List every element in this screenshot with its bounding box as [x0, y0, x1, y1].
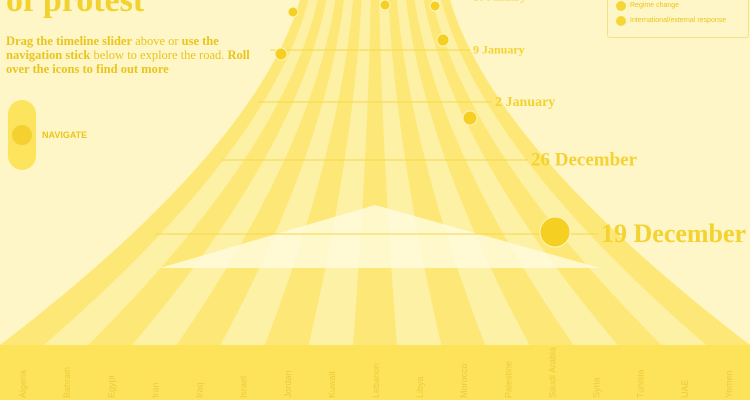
navigation-knob[interactable] — [12, 125, 32, 145]
navigate-label: NAVIGATE — [42, 130, 88, 140]
road-lane — [220, 0, 353, 345]
legend-item: Regime change — [608, 0, 748, 12]
legend-item: International/external response — [608, 15, 748, 27]
instruction-bold: use the navigation stick — [6, 34, 219, 62]
country-label[interactable]: Saudi Arabia — [547, 347, 557, 398]
event-icon[interactable] — [539, 216, 571, 248]
highlight-area — [160, 205, 600, 268]
country-label[interactable]: Iraq — [195, 382, 205, 398]
date-label: 26 December — [531, 150, 638, 171]
country-label[interactable]: Morocco — [459, 363, 469, 398]
date-label: 19 December — [601, 219, 746, 248]
event-icon[interactable] — [429, 0, 441, 12]
country-label[interactable]: Algeria — [18, 370, 28, 398]
country-label[interactable]: Lebanon — [371, 363, 381, 398]
instructions: Drag the timeline slider above or use th… — [6, 34, 256, 76]
date-label: 2 January — [495, 95, 555, 110]
instruction-text: above or — [135, 34, 179, 48]
instruction-bold: Roll over the icons to find out more — [6, 48, 250, 76]
instruction-bold: Drag the timeline slider — [6, 34, 133, 48]
country-label[interactable]: Jordan — [283, 370, 293, 398]
country-bar — [0, 345, 750, 400]
country-label[interactable]: Syria — [592, 377, 602, 398]
country-label[interactable]: Iran — [150, 382, 160, 398]
country-label[interactable]: Kuwait — [327, 370, 337, 398]
country-label[interactable]: Yemen — [724, 370, 734, 398]
country-label[interactable]: UAE — [680, 379, 690, 398]
road-lane — [397, 0, 530, 345]
legend: Regime change International/external res… — [607, 0, 749, 38]
road-lane — [264, 0, 362, 345]
road-lane — [388, 0, 486, 345]
event-icon[interactable] — [379, 0, 391, 11]
date-label: 9 January — [473, 43, 525, 57]
country-label[interactable]: Palestine — [503, 361, 513, 398]
instruction-text: below to explore the road. — [93, 48, 225, 62]
country-label[interactable]: Libya — [415, 376, 425, 398]
country-label[interactable]: Bahrain — [62, 367, 72, 398]
country-label[interactable]: Egypt — [106, 374, 116, 398]
date-label: 16 January — [473, 0, 526, 3]
event-icon[interactable] — [436, 33, 450, 47]
navigation-stick[interactable] — [8, 100, 36, 170]
event-icon[interactable] — [274, 47, 288, 61]
event-icon[interactable] — [462, 110, 478, 126]
event-icon[interactable] — [287, 6, 299, 18]
country-label[interactable]: Israel — [239, 376, 249, 398]
title: of protest — [6, 0, 145, 19]
country-label[interactable]: Tunisia — [636, 369, 646, 398]
